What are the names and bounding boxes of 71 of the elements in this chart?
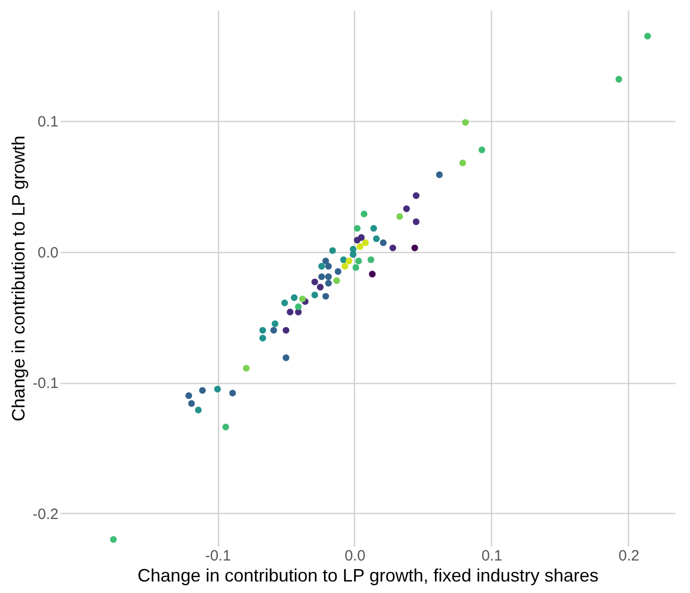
- point: [354, 236, 361, 244]
- point: [412, 218, 420, 226]
- point: [299, 296, 306, 302]
- point: [396, 213, 404, 220]
- point: [322, 292, 330, 300]
- point: [352, 264, 360, 271]
- point: [412, 192, 420, 199]
- point: [294, 303, 302, 310]
- x-tick-label: -0.1: [205, 548, 231, 564]
- point: [311, 278, 318, 286]
- point: [199, 387, 206, 394]
- point: [329, 247, 336, 254]
- point: [194, 406, 202, 414]
- point: [214, 386, 221, 392]
- y-tick-label: 0.1: [38, 114, 58, 131]
- point: [356, 243, 364, 250]
- point: [436, 171, 443, 178]
- x-axis-title: Change in contribution to LP growth, fixed industry shares: [138, 566, 598, 586]
- point: [286, 308, 294, 316]
- point: [229, 390, 236, 396]
- point: [325, 280, 332, 287]
- point: [290, 294, 298, 301]
- point: [282, 326, 290, 334]
- point: [222, 424, 230, 430]
- point: [259, 334, 266, 342]
- point: [362, 239, 369, 246]
- point: [333, 277, 340, 284]
- point: [462, 119, 469, 126]
- point: [373, 235, 380, 242]
- x-tick-label: 0.2: [618, 548, 640, 564]
- point: [325, 273, 332, 280]
- x-tick-label: 0.1: [482, 548, 502, 564]
- point: [368, 256, 374, 264]
- point: [615, 76, 622, 83]
- point: [110, 536, 117, 543]
- point: [242, 364, 250, 372]
- point: [478, 146, 486, 154]
- y-tick-label: -0.2: [32, 506, 58, 523]
- point: [311, 292, 318, 298]
- point: [334, 268, 342, 275]
- point: [411, 244, 418, 252]
- point: [389, 244, 396, 252]
- point: [342, 262, 348, 270]
- point: [318, 262, 325, 270]
- point: [380, 239, 387, 246]
- y-tick-label: 0.0: [38, 244, 58, 262]
- point: [340, 256, 347, 264]
- point: [316, 284, 324, 290]
- point: [185, 392, 192, 400]
- point: [272, 320, 278, 328]
- point: [325, 262, 332, 270]
- point: [350, 251, 356, 258]
- point: [188, 400, 195, 407]
- point: [322, 258, 330, 264]
- point: [368, 270, 376, 278]
- point: [403, 205, 410, 212]
- point: [355, 258, 362, 264]
- point: [270, 326, 278, 334]
- y-tick-label: -0.1: [32, 375, 58, 392]
- point: [346, 258, 352, 264]
- x-tick-label: 0.0: [344, 548, 366, 564]
- point: [281, 299, 288, 306]
- point: [370, 224, 378, 232]
- point: [259, 326, 266, 334]
- point: [282, 354, 290, 362]
- point: [318, 273, 325, 280]
- point: [644, 32, 651, 40]
- point: [459, 160, 466, 166]
- y-axis-title: Change in contribution to LP growth: [8, 136, 29, 422]
- point: [360, 210, 368, 218]
- point: [354, 224, 361, 232]
